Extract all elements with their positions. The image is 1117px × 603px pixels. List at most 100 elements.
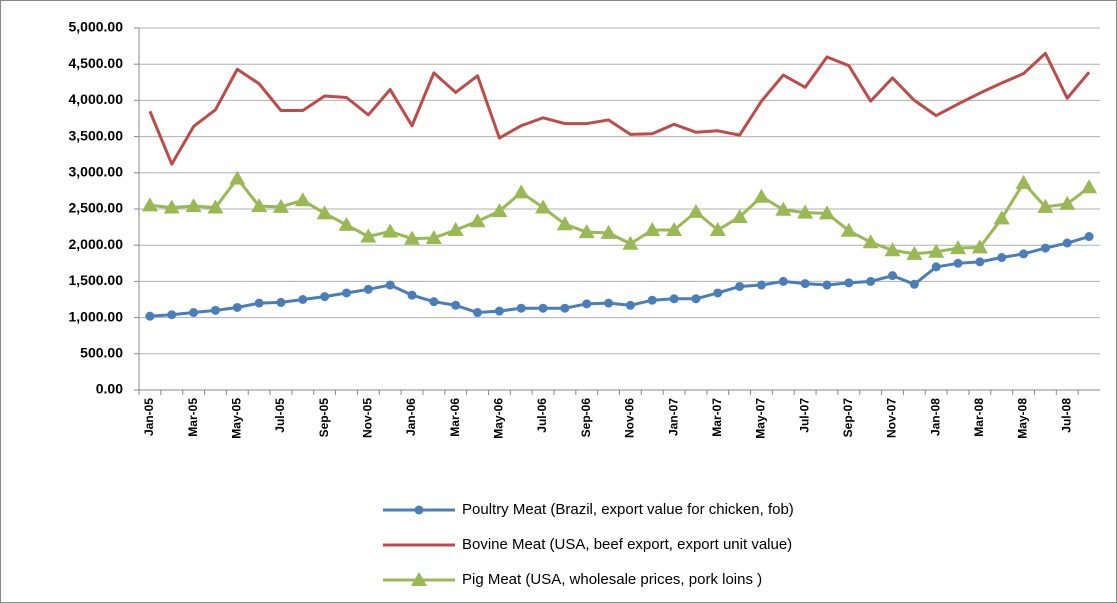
data-point (600, 224, 617, 239)
x-tick-label: May-07 (754, 398, 768, 439)
x-tick-label: Jul-07 (797, 398, 811, 433)
data-point (756, 280, 766, 290)
data-point (429, 297, 439, 307)
x-tick-label: Nov-06 (623, 398, 637, 438)
x-tick-label: May-08 (1016, 398, 1030, 439)
data-point (1081, 179, 1098, 194)
y-tick-label: 1,000.00 (69, 308, 124, 324)
data-point (884, 242, 901, 257)
data-point (687, 203, 704, 218)
data-point (473, 308, 483, 318)
data-point (254, 298, 264, 308)
y-tick-label: 3,000.00 (69, 164, 124, 180)
x-tick-label: Jan-08 (928, 398, 942, 436)
data-point (535, 199, 552, 214)
data-point (666, 221, 683, 236)
y-tick-label: 0.00 (96, 381, 123, 397)
data-point (298, 295, 308, 304)
data-point (251, 198, 268, 213)
data-point (320, 292, 330, 302)
data-point (560, 303, 570, 313)
data-point (1019, 249, 1029, 259)
data-point (691, 294, 701, 304)
data-point (185, 198, 202, 213)
data-point (145, 311, 155, 321)
data-point (451, 300, 461, 310)
x-tick-label: Jan-06 (404, 398, 418, 436)
data-point (360, 228, 377, 243)
data-point (840, 222, 857, 237)
data-point (1059, 195, 1076, 210)
data-point (625, 300, 635, 310)
data-point (778, 276, 788, 286)
y-tick-label: 4,000.00 (69, 91, 124, 107)
data-point (971, 239, 988, 254)
x-tick-label: Mar-05 (186, 398, 200, 437)
y-tick-label: 3,500.00 (69, 127, 124, 143)
x-tick-label: Mar-07 (710, 398, 724, 437)
data-point (556, 216, 573, 231)
data-point (909, 279, 919, 289)
data-point (513, 184, 530, 199)
x-tick-label: Mar-08 (972, 398, 986, 437)
x-tick-label: Nov-07 (885, 398, 899, 438)
data-point (950, 240, 967, 255)
data-point (1062, 238, 1072, 248)
data-point (189, 308, 199, 318)
y-tick-label: 2,000.00 (69, 236, 124, 252)
data-point (1084, 232, 1094, 242)
data-point (818, 205, 835, 220)
data-point (931, 262, 941, 272)
data-point (469, 213, 486, 228)
legend-marker (414, 505, 424, 515)
x-tick-label: Sep-06 (579, 398, 593, 438)
data-point (753, 188, 770, 203)
data-point (341, 288, 351, 298)
data-point (866, 276, 876, 286)
data-point (494, 306, 504, 316)
data-point (578, 224, 595, 239)
data-point (888, 271, 898, 281)
x-tick-label: Jan-07 (666, 398, 680, 436)
data-point (491, 203, 508, 218)
data-point (382, 223, 399, 238)
data-point (582, 299, 592, 309)
data-point (407, 290, 417, 300)
data-point (844, 278, 854, 288)
data-point (1040, 243, 1050, 253)
data-point (210, 305, 220, 315)
legend-marker (411, 572, 427, 586)
y-tick-label: 5,000.00 (69, 19, 124, 35)
series-line (148, 51, 1091, 166)
data-point (141, 197, 158, 212)
data-point (338, 216, 355, 231)
data-point (404, 230, 421, 245)
data-point (906, 245, 923, 260)
y-tick-label: 2,500.00 (69, 200, 124, 216)
data-point (669, 294, 679, 304)
data-point (447, 221, 464, 236)
x-tick-label: May-06 (492, 398, 506, 439)
data-point (647, 295, 657, 305)
data-point (232, 302, 242, 312)
data-point (276, 297, 286, 307)
data-point (713, 288, 723, 298)
data-point (709, 221, 726, 236)
data-point (735, 281, 745, 291)
legend-label: Poultry Meat (Brazil, export value for c… (462, 501, 794, 518)
x-tick-label: May-05 (229, 398, 243, 439)
data-point (800, 279, 810, 289)
data-point (385, 280, 395, 290)
data-point (1037, 198, 1054, 213)
data-point (953, 258, 963, 268)
x-tick-label: Sep-07 (841, 398, 855, 438)
data-point (163, 199, 180, 214)
y-tick-label: 500.00 (80, 345, 123, 361)
legend-label: Pig Meat (USA, wholesale prices, pork lo… (462, 571, 762, 588)
data-point (775, 201, 792, 216)
data-point (363, 284, 373, 294)
x-tick-label: Mar-06 (448, 398, 462, 437)
data-point (1015, 174, 1032, 189)
data-point (516, 303, 526, 313)
